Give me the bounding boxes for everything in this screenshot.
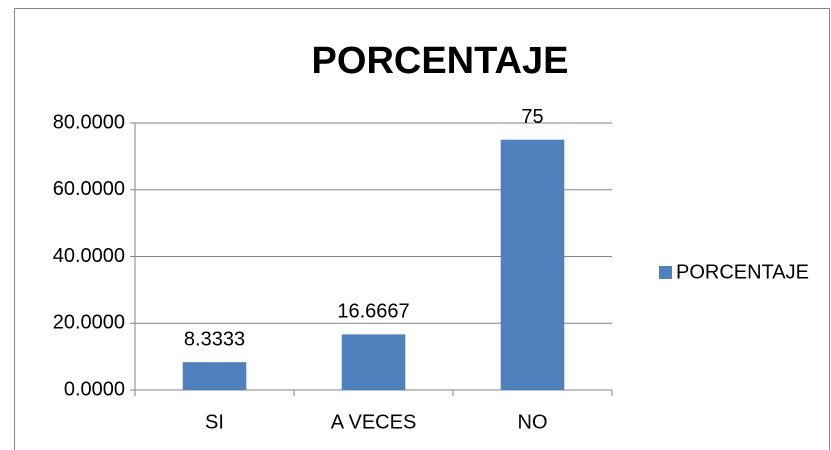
legend-swatch bbox=[659, 266, 672, 279]
y-tick-label: 80.0000 bbox=[53, 111, 125, 133]
chart-frame bbox=[14, 8, 830, 450]
x-tick-label: A VECES bbox=[331, 411, 417, 433]
y-tick-label: 40.0000 bbox=[53, 245, 125, 267]
x-tick-label: NO bbox=[518, 411, 548, 433]
legend-label: PORCENTAJE bbox=[676, 261, 809, 283]
data-label: 16.6667 bbox=[337, 301, 409, 323]
data-label: 75 bbox=[521, 106, 543, 128]
chart-title: PORCENTAJE bbox=[312, 40, 569, 82]
bar bbox=[500, 139, 565, 390]
y-tick-label: 20.0000 bbox=[53, 312, 125, 334]
bar bbox=[341, 334, 406, 390]
x-tick-label: SI bbox=[205, 411, 224, 433]
data-label: 8.3333 bbox=[184, 328, 245, 350]
y-tick-label: 0.0000 bbox=[64, 378, 125, 400]
bar bbox=[182, 362, 247, 390]
y-tick-label: 60.0000 bbox=[53, 178, 125, 200]
